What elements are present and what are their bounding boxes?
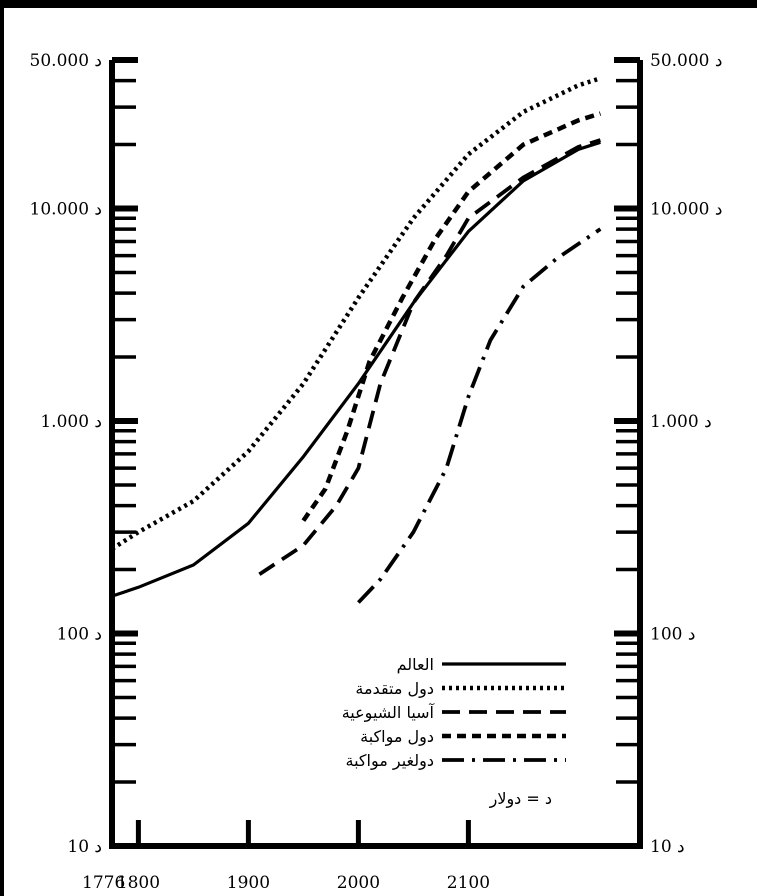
legend-label: دول متقدمة [355,679,434,699]
legend-label: آسيا الشيوعية [342,703,436,723]
y-tick-label-right: 10 د [650,837,685,857]
legend: العالم دول متقدمة آسيا الشيوعية دول مواكبة د… [342,655,566,809]
y-tick-label-right: 50.000 د [650,51,722,71]
y-tick-label-right: 100 د [650,625,695,645]
series-line-4 [301,111,602,522]
series-line-5 [357,227,602,604]
x-tick-label: 1900 [227,873,270,893]
y-tick-label-left: 100 د [57,625,102,645]
x-tick-label: 1776 [82,873,125,893]
x-tick-label: 1800 [117,873,160,893]
y-tick-label-left: 10 د [67,837,102,857]
legend-label: دول مواكبة [360,727,434,747]
series-line-2 [110,76,602,551]
series-line-1 [111,140,601,598]
x-tick-label: 2000 [337,873,380,893]
y-tick-label-right: 10.000 د [650,200,722,220]
legend-label: دولغير مواكبة [346,751,435,771]
legend-note: د = دولار [489,789,552,809]
series-lines [110,76,602,604]
y-tick-label-right: 1.000 د [650,412,712,432]
x-tick-label: 2100 [447,873,490,893]
y-tick-label-left: 10.000 د [30,200,102,220]
ticks: 50.000 د 50.000 د 10.000 د 10.000 د 1.000 د 1… [30,51,723,893]
y-tick-label-left: 50.000 د [30,51,102,71]
legend-label: العالم [397,655,434,674]
series-line-3 [258,138,601,576]
y-tick-label-left: 1.000 د [40,412,102,432]
